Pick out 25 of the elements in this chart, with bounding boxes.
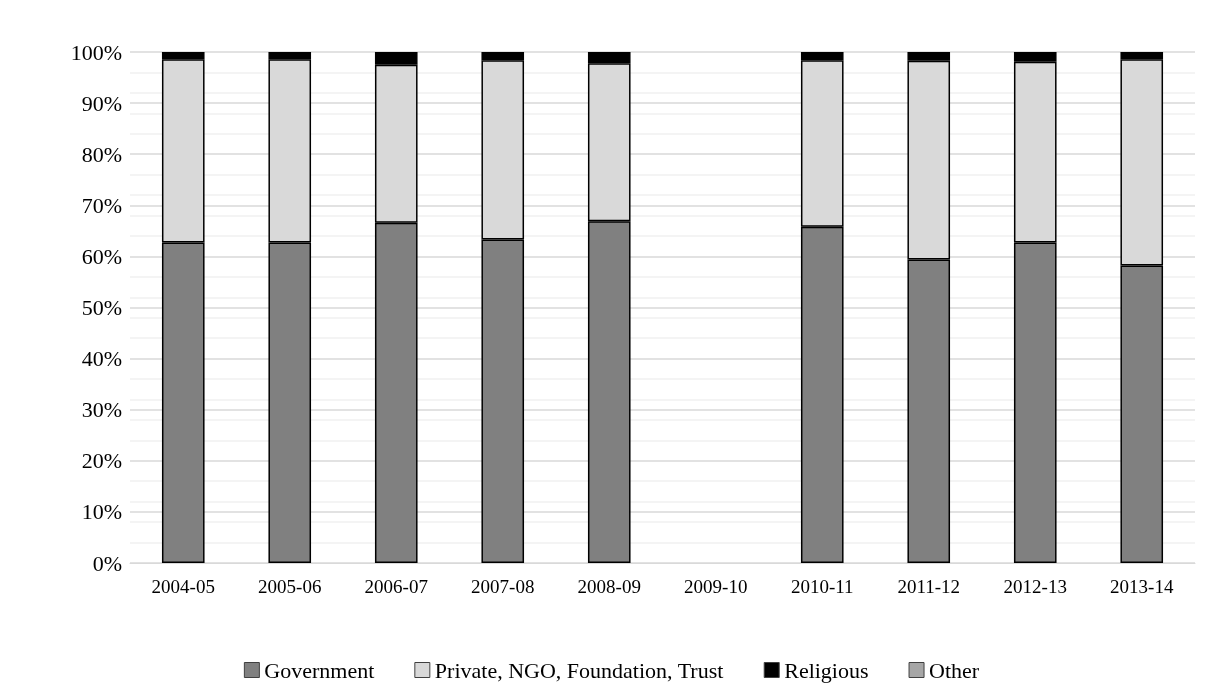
x-tick-label: 2010-11: [790, 576, 854, 597]
x-tick-label: 2005-06: [258, 576, 322, 597]
legend-label: Other: [929, 657, 980, 683]
x-tick-label: 2009-10: [684, 576, 748, 597]
y-tick-label: 10%: [81, 499, 122, 525]
y-tick-label: 20%: [81, 448, 122, 474]
y-tick-label: 90%: [81, 90, 122, 116]
legend-label: Private, NGO, Foundation, Trust: [434, 657, 724, 683]
x-tick-label: 2006-07: [364, 576, 428, 597]
legend-label: Government: [264, 657, 375, 683]
y-tick-label: 40%: [81, 346, 122, 372]
x-tick-label: 2004-05: [151, 576, 215, 597]
x-tick-label: 2008-09: [577, 576, 641, 597]
y-tick-label: 100%: [70, 39, 122, 65]
x-tick-label: 2007-08: [471, 576, 535, 597]
x-tick-label: 2012-13: [1003, 576, 1067, 597]
y-tick-label: 0%: [92, 550, 122, 576]
y-tick-label: 50%: [81, 295, 122, 320]
y-tick-label: 70%: [81, 192, 122, 218]
y-tick-label: 30%: [81, 397, 122, 423]
y-tick-label: 80%: [81, 141, 122, 167]
legend-label: Religious: [784, 657, 869, 683]
x-tick-label: 2011-12: [897, 576, 961, 597]
y-tick-label: 60%: [81, 243, 122, 269]
x-tick-label: 2013-14: [1110, 576, 1174, 597]
